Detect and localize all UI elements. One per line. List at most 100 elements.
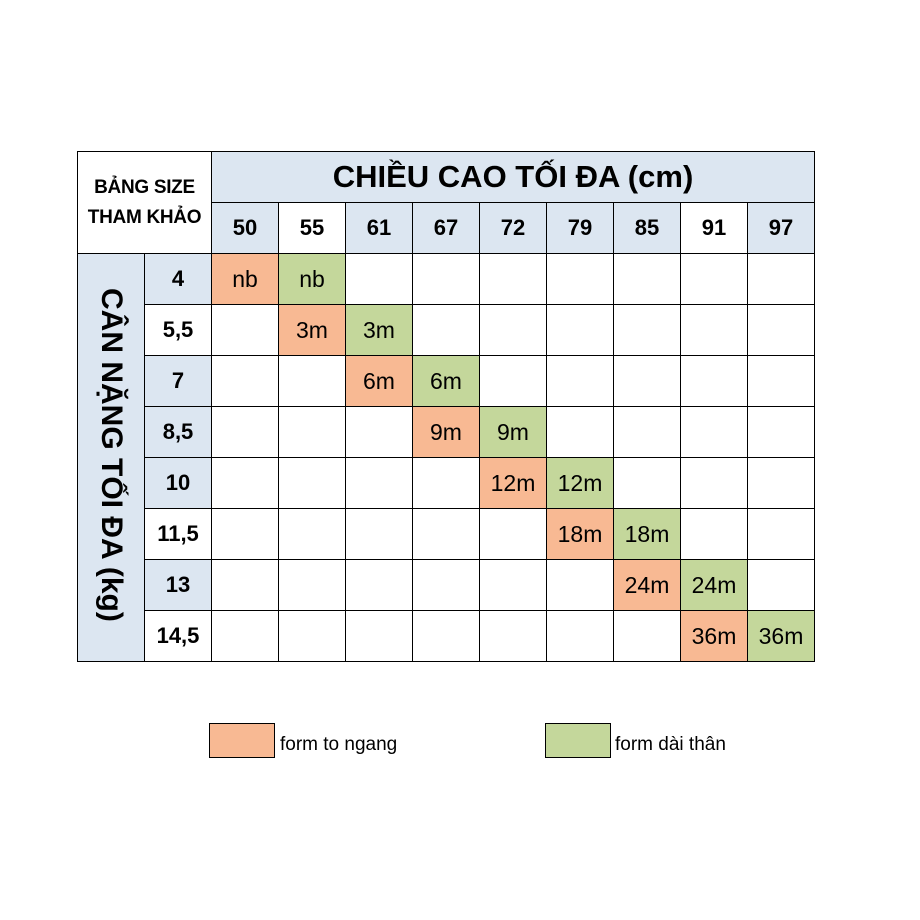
size-cell	[479, 610, 547, 662]
size-cell	[479, 253, 547, 305]
size-cell	[747, 355, 815, 407]
legend-label-orange: form to ngang	[280, 734, 398, 755]
size-cell	[278, 355, 346, 407]
size-cell: nb	[278, 253, 346, 305]
size-cell	[345, 610, 413, 662]
size-cell	[412, 253, 480, 305]
size-cell	[613, 457, 681, 509]
size-cell: 9m	[479, 406, 547, 458]
height-header-97: 97	[747, 202, 815, 254]
size-cell	[211, 559, 279, 611]
size-cell: nb	[211, 253, 279, 305]
table-row: 11,5 18m 18m	[78, 508, 815, 560]
size-cell	[479, 304, 547, 356]
size-cell: 36m	[747, 610, 815, 662]
size-cell	[747, 508, 815, 560]
size-cell	[412, 610, 480, 662]
size-cell	[747, 253, 815, 305]
size-cell: 24m	[613, 559, 681, 611]
size-cell	[345, 508, 413, 560]
size-cell	[546, 610, 614, 662]
weight-header-4: 4	[144, 253, 212, 305]
size-cell	[211, 304, 279, 356]
size-cell: 12m	[479, 457, 547, 509]
weight-header-10: 10	[144, 457, 212, 509]
size-cell	[211, 508, 279, 560]
size-cell	[546, 355, 614, 407]
table-row: 13 24m 24m	[78, 559, 815, 611]
size-cell	[345, 457, 413, 509]
size-cell	[412, 457, 480, 509]
corner-label-line-1: BẢNG SIZE	[94, 176, 195, 198]
size-cell	[680, 457, 748, 509]
size-cell	[278, 559, 346, 611]
weight-header-8-5: 8,5	[144, 406, 212, 458]
size-cell	[345, 406, 413, 458]
size-cell	[211, 457, 279, 509]
size-cell	[546, 253, 614, 305]
size-cell	[479, 508, 547, 560]
size-cell: 6m	[412, 355, 480, 407]
size-cell	[479, 559, 547, 611]
size-cell	[278, 508, 346, 560]
size-cell: 12m	[546, 457, 614, 509]
size-cell	[345, 559, 413, 611]
size-cell	[412, 559, 480, 611]
size-cell	[747, 457, 815, 509]
size-cell: 36m	[680, 610, 748, 662]
size-cell	[680, 406, 748, 458]
size-cell	[546, 406, 614, 458]
size-cell	[680, 355, 748, 407]
weight-header-7: 7	[144, 355, 212, 407]
weight-axis-title-text: CÂN NẶNG TỐI ĐA (kg)	[95, 288, 128, 622]
corner-label-line-2: THAM KHẢO	[87, 206, 202, 228]
weight-header-13: 13	[144, 559, 212, 611]
size-cell	[747, 559, 815, 611]
height-header-85: 85	[613, 202, 681, 254]
size-cell	[613, 253, 681, 305]
size-cell	[680, 304, 748, 356]
size-cell	[278, 457, 346, 509]
weight-header-11-5: 11,5	[144, 508, 212, 560]
size-cell: 3m	[278, 304, 346, 356]
height-header-55: 55	[278, 202, 346, 254]
size-cell	[613, 610, 681, 662]
table-row: 5,5 3m 3m	[78, 304, 815, 356]
size-cell	[211, 355, 279, 407]
weight-header-14-5: 14,5	[144, 610, 212, 662]
weight-axis-title: CÂN NẶNG TỐI ĐA (kg)	[77, 253, 145, 662]
size-cell	[278, 610, 346, 662]
size-cell	[613, 304, 681, 356]
height-header-91: 91	[680, 202, 748, 254]
size-cell: 3m	[345, 304, 413, 356]
size-cell: 6m	[345, 355, 413, 407]
size-cell	[680, 253, 748, 305]
size-cell	[345, 253, 413, 305]
size-cell	[412, 508, 480, 560]
table-row: 10 12m 12m	[78, 457, 815, 509]
size-cell	[278, 406, 346, 458]
height-header-79: 79	[546, 202, 614, 254]
size-cell: 9m	[412, 406, 480, 458]
size-cell	[613, 355, 681, 407]
table-row: 14,5 36m 36m	[78, 610, 815, 662]
size-cell	[211, 610, 279, 662]
height-header-72: 72	[479, 202, 547, 254]
size-cell	[412, 304, 480, 356]
weight-header-5-5: 5,5	[144, 304, 212, 356]
table-row: 8,5 9m 9m	[78, 406, 815, 458]
size-cell	[613, 406, 681, 458]
corner-label: BẢNG SIZE THAM KHẢO	[77, 151, 212, 254]
legend-swatch-green	[545, 723, 611, 758]
legend-swatch-orange	[209, 723, 275, 758]
legend-label-green: form dài thân	[615, 734, 726, 755]
size-cell	[680, 508, 748, 560]
size-cell: 18m	[546, 508, 614, 560]
size-cell: 18m	[613, 508, 681, 560]
table-row: 7 6m 6m	[78, 355, 815, 407]
size-cell	[479, 355, 547, 407]
size-cell	[211, 406, 279, 458]
table-row: CÂN NẶNG TỐI ĐA (kg) 4 nb nb	[77, 253, 815, 662]
size-chart-table: BẢNG SIZE THAM KHẢO CHIỀU CAO TỐI ĐA (cm…	[77, 151, 815, 662]
size-cell	[546, 559, 614, 611]
